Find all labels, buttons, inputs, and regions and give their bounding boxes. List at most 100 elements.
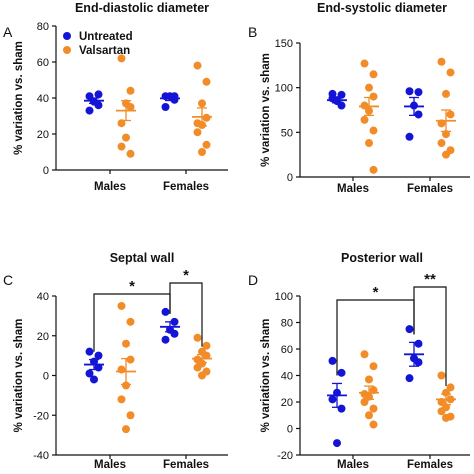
data-point-valsartan: [117, 119, 126, 128]
data-point-valsartan: [369, 92, 378, 101]
data-point-valsartan: [126, 355, 135, 364]
data-point-valsartan: [198, 148, 206, 156]
data-point-valsartan: [446, 110, 455, 119]
data-point-valsartan: [122, 425, 130, 434]
chart-title: End-systolic diameter: [317, 1, 447, 15]
data-point-valsartan: [117, 395, 126, 404]
significance-label: **: [424, 271, 436, 288]
panel-letter: B: [248, 24, 257, 40]
data-point-valsartan: [360, 350, 369, 359]
data-point-valsartan: [117, 301, 126, 310]
data-point-untreated: [85, 106, 94, 115]
data-point-untreated: [90, 375, 98, 384]
y-tick-label: 100: [275, 83, 293, 95]
data-point-valsartan: [365, 375, 373, 384]
data-point-valsartan: [437, 139, 446, 148]
data-point-valsartan: [369, 362, 378, 371]
panel-b-end-systolic: End-systolic diameter B % variation vs. sh…: [248, 1, 470, 195]
data-point-valsartan: [117, 54, 126, 63]
data-point-valsartan: [442, 150, 450, 159]
y-axis-label: % variation vs. sham: [260, 53, 272, 167]
data-point-untreated: [161, 103, 170, 111]
data-point-valsartan: [442, 130, 450, 139]
data-point-valsartan: [126, 86, 135, 95]
data-point-untreated: [405, 132, 414, 141]
data-point-valsartan: [437, 57, 446, 66]
data-point-valsartan: [446, 383, 455, 392]
data-point-valsartan: [193, 61, 202, 70]
legend-marker-untreated: [63, 32, 71, 40]
panel-c-septal-wall: Septal wall C % variation vs. sham -40 -20 0 2…: [3, 251, 228, 471]
data-point-valsartan: [360, 115, 369, 124]
data-point-untreated: [405, 87, 414, 96]
chart-title: Septal wall: [110, 251, 175, 265]
data-point-valsartan: [442, 413, 450, 422]
y-tick-label: 40: [281, 371, 293, 383]
data-point-valsartan: [126, 317, 135, 326]
data-point-valsartan: [437, 371, 446, 380]
data-point-valsartan: [122, 133, 130, 142]
y-tick-label: 150: [275, 38, 293, 50]
data-point-valsartan: [198, 371, 206, 380]
y-tick-label: -20: [277, 450, 293, 462]
data-point-valsartan: [365, 83, 373, 92]
y-tick-label: 40: [37, 291, 49, 303]
y-tick-label: 60: [37, 57, 49, 69]
y-tick-label: 20: [37, 129, 49, 141]
y-tick-label: 20: [37, 331, 49, 343]
data-point-valsartan: [369, 126, 378, 135]
y-tick-label: 0: [43, 165, 49, 177]
data-point-valsartan: [369, 420, 378, 429]
x-tick-label-males: Males: [94, 181, 126, 193]
data-point-valsartan: [202, 341, 211, 350]
x-tick-label-males: Males: [337, 459, 369, 471]
legend-marker-valsartan: [63, 46, 71, 54]
data-point-valsartan: [126, 103, 135, 111]
data-point-valsartan: [193, 333, 202, 342]
legend-label-valsartan: Valsartan: [79, 45, 130, 57]
significance-label: *: [129, 278, 135, 295]
y-tick-label: 80: [281, 318, 293, 330]
x-tick-label-females: Females: [407, 459, 453, 471]
data-point-untreated: [328, 356, 337, 365]
data-point-untreated: [85, 369, 94, 378]
data-point-valsartan: [117, 142, 126, 151]
data-point-untreated: [85, 347, 94, 356]
data-point-untreated: [337, 90, 346, 99]
data-point-valsartan: [198, 99, 206, 108]
data-point-untreated: [333, 439, 341, 448]
y-tick-label: -20: [33, 410, 49, 422]
y-axis-label: % variation vs. sham: [13, 41, 25, 155]
y-tick-label: 40: [37, 93, 49, 105]
data-point-valsartan: [126, 411, 135, 420]
data-point-valsartan: [193, 128, 202, 137]
data-point-valsartan: [126, 149, 135, 158]
chart-title: Posterior wall: [341, 251, 423, 265]
data-point-untreated: [405, 374, 414, 383]
data-point-valsartan: [202, 140, 211, 149]
data-point-valsartan: [369, 165, 378, 174]
data-point-valsartan: [442, 388, 450, 397]
y-tick-label: 0: [287, 424, 293, 436]
data-point-untreated: [94, 90, 103, 99]
panel-d-posterior-wall: Posterior wall D % variation vs. sham -20 0 2…: [248, 251, 470, 471]
legend-label-untreated: Untreated: [79, 31, 133, 43]
data-point-valsartan: [369, 70, 378, 79]
y-axis-label: % variation vs. sham: [260, 319, 272, 433]
data-point-untreated: [337, 368, 346, 377]
y-tick-label: 50: [281, 127, 293, 139]
x-tick-label-males: Males: [94, 459, 126, 471]
significance-bracket: [169, 282, 203, 347]
x-tick-label-males: Males: [337, 183, 369, 195]
data-point-valsartan: [193, 363, 202, 372]
data-point-untreated: [170, 95, 179, 104]
data-point-valsartan: [202, 351, 211, 360]
y-tick-label: 0: [43, 371, 49, 383]
data-point-valsartan: [446, 68, 455, 77]
significance-label: *: [183, 267, 189, 284]
y-axis-label: % variation vs. sham: [13, 319, 25, 433]
data-point-valsartan: [369, 404, 378, 413]
y-tick-label: 0: [287, 172, 293, 184]
data-point-untreated: [414, 88, 423, 97]
